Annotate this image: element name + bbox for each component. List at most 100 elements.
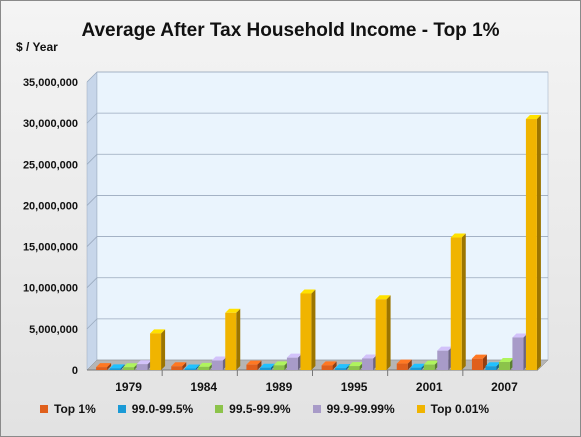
y-tick-label: 25,000,000 bbox=[23, 159, 78, 171]
bar-top bbox=[498, 358, 514, 363]
chart-title: Average After Tax Household Income - Top… bbox=[81, 20, 500, 41]
legend-item: 99.0-99.5% bbox=[117, 402, 194, 416]
x-tick-label: 1989 bbox=[266, 380, 293, 394]
bar-top bbox=[184, 364, 200, 369]
bar bbox=[348, 366, 360, 370]
bar-top bbox=[136, 360, 152, 365]
bar bbox=[423, 364, 435, 370]
bar bbox=[375, 299, 387, 370]
y-tick-label: 0 bbox=[72, 365, 78, 377]
y-tick-label: 15,000,000 bbox=[23, 242, 78, 254]
bar-side bbox=[195, 364, 200, 370]
gridline-side bbox=[86, 112, 98, 124]
gridline-side bbox=[86, 71, 98, 83]
y-tick-label: 10,000,000 bbox=[23, 283, 78, 295]
bar bbox=[471, 358, 483, 370]
bar bbox=[437, 350, 449, 370]
legend-swatch bbox=[312, 405, 321, 413]
bar-side bbox=[236, 308, 241, 370]
bar-top bbox=[512, 333, 528, 338]
bar bbox=[184, 368, 196, 370]
bar bbox=[396, 363, 408, 370]
x-tick-label: 1995 bbox=[341, 380, 368, 394]
bar bbox=[450, 237, 462, 370]
bar-side bbox=[407, 359, 412, 370]
gridline-side bbox=[86, 318, 98, 330]
bar bbox=[321, 365, 333, 370]
legend-item: Top 1% bbox=[40, 402, 96, 416]
legend-item: 99.9-99.99% bbox=[312, 402, 395, 416]
bar-top bbox=[109, 364, 125, 369]
gridline-side bbox=[86, 195, 98, 206]
bar bbox=[198, 366, 210, 370]
bar-top bbox=[375, 295, 391, 300]
bar bbox=[225, 312, 237, 370]
bar-top bbox=[123, 363, 139, 368]
bar-top bbox=[150, 329, 166, 334]
bar-top bbox=[396, 359, 412, 364]
bar bbox=[335, 368, 347, 370]
bar-side bbox=[182, 362, 187, 370]
gridline-side bbox=[86, 236, 98, 247]
x-tick-label: 1984 bbox=[190, 380, 217, 394]
bar-side bbox=[386, 295, 391, 370]
bar bbox=[171, 366, 183, 370]
bar-side bbox=[120, 364, 125, 370]
bar bbox=[525, 119, 537, 371]
bar-top bbox=[96, 363, 112, 368]
bar bbox=[136, 364, 148, 370]
bar-side bbox=[311, 289, 316, 370]
bar-top bbox=[300, 289, 316, 294]
bar-top bbox=[321, 361, 337, 366]
bar bbox=[512, 337, 524, 370]
bar-side bbox=[257, 360, 262, 370]
bar bbox=[498, 362, 510, 370]
bar bbox=[362, 358, 374, 370]
bar-top bbox=[246, 360, 262, 365]
bar bbox=[211, 360, 223, 370]
bar-top bbox=[259, 363, 275, 368]
legend-label: Top 0.01% bbox=[430, 402, 490, 416]
bar bbox=[259, 367, 271, 370]
bar-top bbox=[525, 115, 541, 120]
legend-item: 99.5-99.9% bbox=[215, 402, 291, 416]
bar-top bbox=[362, 354, 378, 359]
bar-top bbox=[450, 233, 466, 238]
bar bbox=[273, 365, 285, 370]
legend-label: 99.9-99.99% bbox=[326, 402, 395, 416]
bar bbox=[286, 357, 298, 370]
bar bbox=[150, 333, 162, 370]
bar-side bbox=[161, 329, 166, 370]
bar-top bbox=[437, 346, 453, 351]
legend-item: Top 0.01% bbox=[416, 402, 490, 416]
x-tick-label: 2001 bbox=[416, 380, 443, 394]
gridline-side bbox=[86, 154, 98, 165]
bar-top bbox=[198, 362, 214, 367]
bar-top bbox=[348, 362, 364, 367]
legend-swatch bbox=[215, 405, 224, 413]
bar bbox=[300, 293, 312, 370]
legend-swatch bbox=[117, 405, 126, 413]
bar-side bbox=[536, 115, 541, 371]
legend-label: Top 1% bbox=[54, 402, 96, 416]
plot-side-wall bbox=[86, 71, 98, 371]
bar-top bbox=[286, 353, 302, 358]
bar bbox=[96, 367, 108, 370]
bar-side bbox=[461, 233, 466, 370]
bar-top bbox=[171, 362, 187, 367]
bar bbox=[123, 367, 135, 370]
legend-swatch bbox=[40, 405, 48, 413]
y-tick-label: 5,000,000 bbox=[29, 324, 78, 336]
legend-label: 99.0-99.5% bbox=[131, 402, 194, 416]
bar-top bbox=[273, 361, 289, 366]
y-tick-label: 20,000,000 bbox=[23, 200, 78, 212]
y-axis-label: $ / Year bbox=[16, 40, 58, 54]
bar-top bbox=[423, 360, 439, 365]
bar-top bbox=[471, 354, 487, 359]
gridline-side bbox=[86, 277, 98, 288]
plot-back-wall bbox=[96, 71, 549, 361]
bar bbox=[246, 364, 258, 370]
bar-top bbox=[335, 364, 351, 369]
bar-side bbox=[346, 364, 351, 370]
legend-label: 99.5-99.9% bbox=[229, 402, 291, 416]
